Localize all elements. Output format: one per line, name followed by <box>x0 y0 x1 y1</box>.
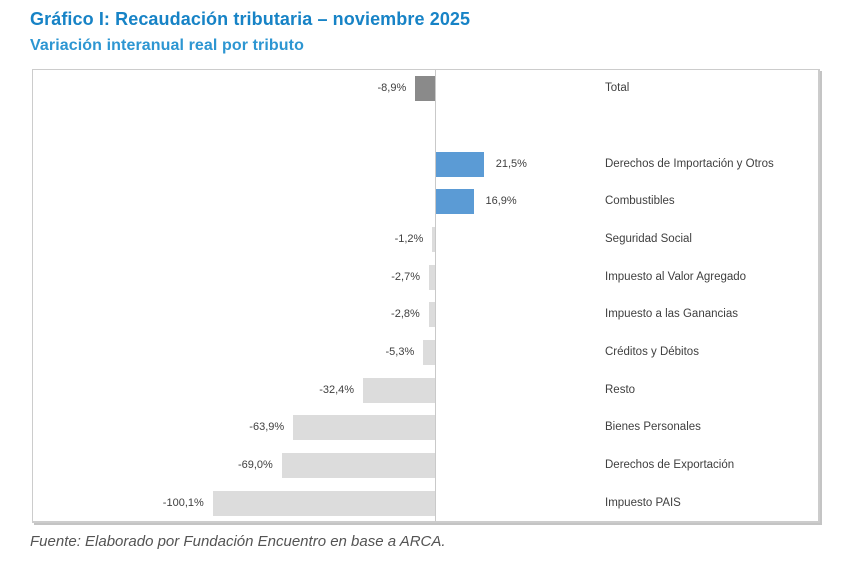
bar-row: -2,8% Impuesto a las Ganancias <box>33 302 818 328</box>
bar-row: -32,4% Resto <box>33 377 818 403</box>
value-label: -100,1% <box>162 496 204 509</box>
value-label: -5,3% <box>385 346 415 358</box>
bar-row: -8,9% Total <box>33 76 818 102</box>
value-label: -2,8% <box>391 308 420 321</box>
category-label: Créditos y Débitos <box>605 346 699 358</box>
value-label: 21,5% <box>495 157 527 170</box>
category-label: Impuesto al Valor Agregado <box>605 270 747 283</box>
chart-area: -8,9% Total 21,5% Derechos de Importación y… <box>32 69 820 523</box>
value-label: -32,4% <box>319 383 355 396</box>
bar-row: -5,3% Créditos y Débitos <box>33 340 818 365</box>
bar <box>432 227 435 252</box>
value-label: -63,9% <box>249 421 285 434</box>
value-label: -8,9% <box>377 82 407 95</box>
bar <box>281 453 435 478</box>
bar <box>436 151 484 177</box>
value-label: -2,7% <box>391 270 421 283</box>
bar-row: -69,0% Derechos de Exportación <box>33 453 818 478</box>
category-label: Derechos de Importación y Otros <box>605 157 774 170</box>
bar-row: -63,9% Bienes Personales <box>33 415 818 441</box>
value-label: -1,2% <box>394 233 424 245</box>
bar <box>429 264 435 290</box>
category-label: Total <box>605 82 630 95</box>
bar-row: -1,2% Seguridad Social <box>33 227 818 252</box>
bar-row: 21,5% Derechos de Importación y Otros <box>33 151 818 177</box>
bar-row: 16,9% Combustibles <box>33 189 818 215</box>
bar <box>436 189 474 215</box>
bar <box>363 377 435 403</box>
chart-title: Gráfico I: Recaudación tributaria – novi… <box>30 9 471 29</box>
category-label: Impuesto PAIS <box>605 496 681 509</box>
category-label: Bienes Personales <box>605 421 701 434</box>
category-label: Resto <box>605 383 636 396</box>
value-label: -69,0% <box>237 459 273 471</box>
plot-area: -8,9% Total 21,5% Derechos de Importación y… <box>33 70 818 522</box>
bar <box>212 490 435 516</box>
bar-row: -100,1% Impuesto PAIS <box>33 490 818 516</box>
chart-subtitle: Variación interanual real por tributo <box>30 37 304 54</box>
bar <box>415 76 435 102</box>
bar-row <box>33 114 818 139</box>
category-label: Combustibles <box>605 195 675 208</box>
bar <box>293 415 435 441</box>
bar-row: -2,7% Impuesto al Valor Agregado <box>33 264 818 290</box>
value-label: 16,9% <box>485 195 517 208</box>
category-label: Derechos de Exportación <box>605 459 735 471</box>
source-note: Fuente: Elaborado por Fundación Encuentr… <box>30 533 446 550</box>
bar <box>428 302 435 328</box>
category-label: Seguridad Social <box>605 233 692 245</box>
zero-axis-line <box>435 70 436 522</box>
category-label: Impuesto a las Ganancias <box>605 308 738 321</box>
bar <box>423 340 435 365</box>
